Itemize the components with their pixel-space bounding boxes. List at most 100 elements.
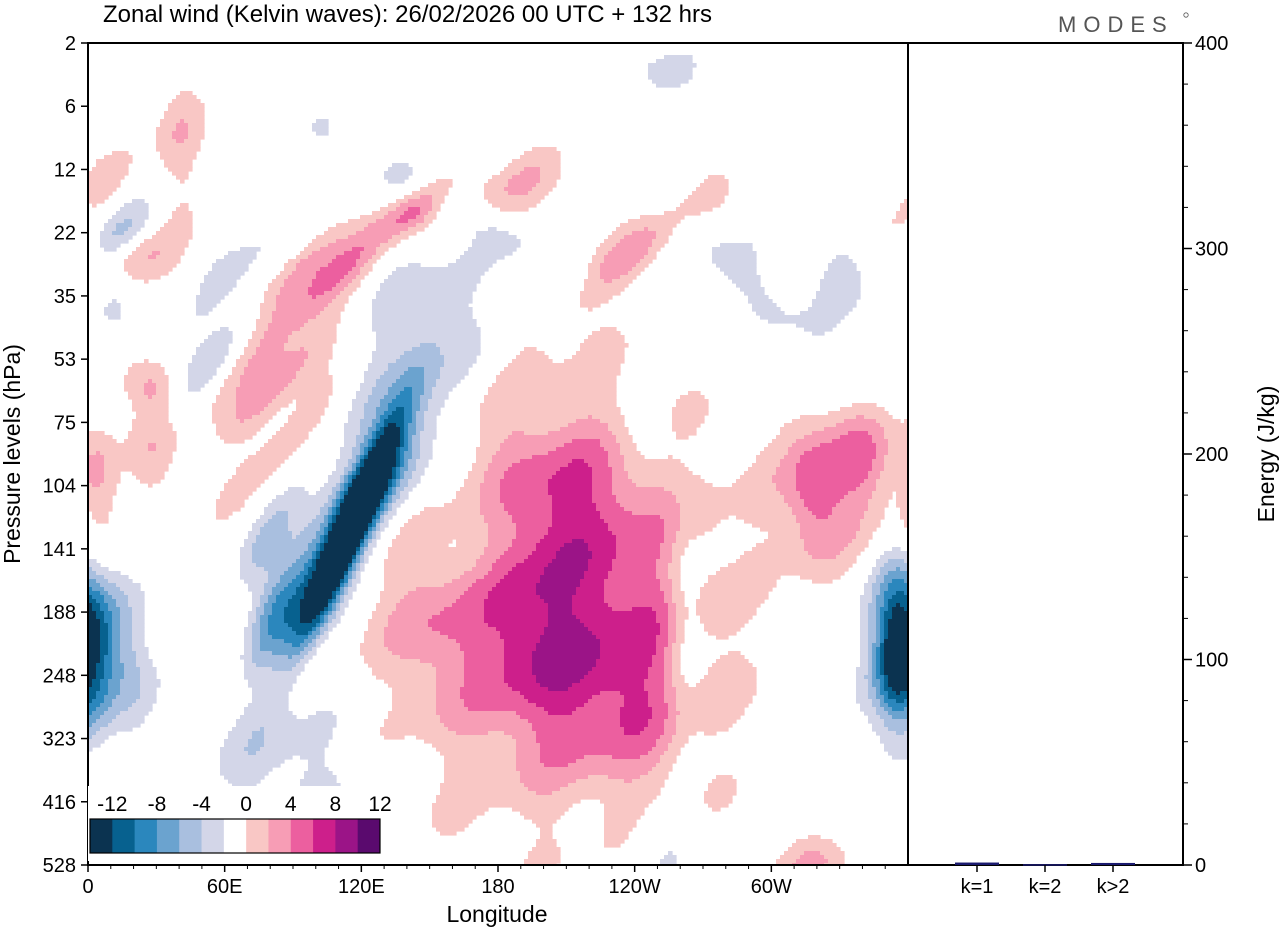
heatmap-cell bbox=[864, 591, 873, 596]
heatmap-cell bbox=[256, 535, 293, 540]
heatmap-cell bbox=[276, 303, 329, 308]
heatmap-cell bbox=[88, 711, 93, 716]
heatmap-cell bbox=[856, 675, 865, 680]
heatmap-cell bbox=[260, 527, 289, 532]
heatmap-cell bbox=[868, 647, 873, 652]
heatmap-cell bbox=[444, 607, 485, 612]
heatmap-cell bbox=[504, 679, 537, 684]
heatmap-cell bbox=[484, 187, 505, 192]
heatmap-cell bbox=[112, 663, 125, 668]
heatmap-cell bbox=[680, 527, 713, 532]
heatmap-cell bbox=[656, 643, 669, 648]
heatmap-cell bbox=[332, 499, 337, 504]
heatmap-cell bbox=[268, 323, 305, 328]
heatmap-cell bbox=[388, 547, 485, 552]
colorbar-swatch bbox=[223, 819, 247, 853]
heatmap-cell bbox=[388, 647, 461, 652]
heatmap-cell bbox=[880, 587, 889, 592]
heatmap-cell bbox=[312, 575, 345, 580]
heatmap-cell bbox=[540, 539, 573, 544]
heatmap-cell bbox=[888, 627, 908, 632]
heatmap-cell bbox=[336, 467, 345, 472]
heatmap-cell bbox=[380, 515, 385, 520]
heatmap-cell bbox=[104, 615, 113, 620]
heatmap-cell bbox=[388, 203, 401, 208]
heatmap-cell bbox=[260, 343, 285, 348]
heatmap-cell bbox=[668, 607, 677, 612]
heatmap-cell bbox=[524, 347, 537, 352]
heatmap-cell bbox=[652, 239, 669, 244]
heatmap-cell bbox=[444, 763, 517, 768]
heatmap-cell bbox=[288, 339, 337, 344]
heatmap-cell bbox=[868, 671, 873, 676]
heatmap-cell bbox=[284, 571, 301, 576]
heatmap-cell bbox=[136, 655, 149, 660]
heatmap-cell bbox=[876, 635, 881, 640]
heatmap-cell bbox=[672, 599, 685, 604]
heatmap-cell bbox=[292, 379, 333, 384]
heatmap-cell bbox=[824, 427, 885, 432]
heatmap-cell bbox=[752, 547, 805, 552]
y-axis-label: Pressure levels (hPa) bbox=[0, 344, 25, 564]
heatmap-cell bbox=[308, 567, 317, 572]
heatmap-cell bbox=[244, 459, 285, 464]
heatmap-cell bbox=[504, 167, 525, 172]
heatmap-cell bbox=[660, 583, 673, 588]
heatmap-cell bbox=[100, 651, 109, 656]
heatmap-cell bbox=[656, 743, 669, 748]
heatmap-cell bbox=[676, 723, 733, 728]
heatmap-cell bbox=[492, 455, 533, 460]
heatmap-cell bbox=[876, 627, 881, 632]
heatmap-cell bbox=[880, 667, 885, 672]
heatmap-cell bbox=[476, 447, 501, 452]
heatmap-cell bbox=[576, 587, 605, 592]
y-tick-label: 6 bbox=[65, 96, 76, 118]
heatmap-cell bbox=[336, 295, 349, 300]
heatmap-cell bbox=[412, 515, 485, 520]
heatmap-cell bbox=[540, 635, 597, 640]
heatmap-cell bbox=[464, 479, 485, 484]
heatmap-cell bbox=[620, 503, 681, 508]
heatmap-cell bbox=[796, 839, 833, 844]
heatmap-cell bbox=[88, 639, 101, 644]
heatmap-cell bbox=[460, 687, 513, 692]
heatmap-cell bbox=[408, 227, 425, 232]
heatmap-cell bbox=[380, 399, 393, 404]
heatmap-cell bbox=[292, 563, 305, 568]
heatmap-cell bbox=[604, 819, 637, 824]
heatmap-cell bbox=[404, 419, 413, 424]
heatmap-cell bbox=[480, 419, 577, 424]
heatmap-cell bbox=[320, 523, 329, 528]
heatmap-cell bbox=[260, 599, 269, 604]
heatmap-cell bbox=[492, 175, 513, 180]
heatmap-cell bbox=[96, 675, 105, 680]
heatmap-cell bbox=[876, 687, 881, 692]
heatmap-cell bbox=[360, 267, 373, 272]
heatmap-cell bbox=[644, 227, 649, 232]
heatmap-cell bbox=[224, 743, 249, 748]
heatmap-cell bbox=[328, 615, 337, 620]
heatmap-cell bbox=[424, 219, 433, 224]
heatmap-cell bbox=[228, 779, 261, 784]
heatmap-cell bbox=[568, 423, 609, 428]
heatmap-cell bbox=[364, 371, 385, 376]
heatmap-cell bbox=[292, 331, 337, 336]
heatmap-cell bbox=[364, 407, 377, 412]
heatmap-cell bbox=[536, 679, 581, 684]
heatmap-cell bbox=[516, 755, 541, 760]
heatmap-cell bbox=[420, 395, 433, 400]
heatmap-cell bbox=[212, 411, 237, 416]
heatmap-cell bbox=[456, 599, 485, 604]
heatmap-cell bbox=[144, 387, 157, 392]
heatmap-cell bbox=[288, 419, 321, 424]
heatmap-cell bbox=[112, 675, 125, 680]
heatmap-cell bbox=[412, 387, 425, 392]
heatmap-cell bbox=[364, 455, 369, 460]
heatmap-cell bbox=[488, 199, 541, 204]
heatmap-cell bbox=[88, 455, 105, 460]
heatmap-cell bbox=[252, 591, 265, 596]
heatmap-cell bbox=[88, 171, 129, 176]
heatmap-cell bbox=[348, 479, 353, 484]
heatmap-cell bbox=[440, 631, 501, 636]
heatmap-cell bbox=[384, 423, 389, 428]
